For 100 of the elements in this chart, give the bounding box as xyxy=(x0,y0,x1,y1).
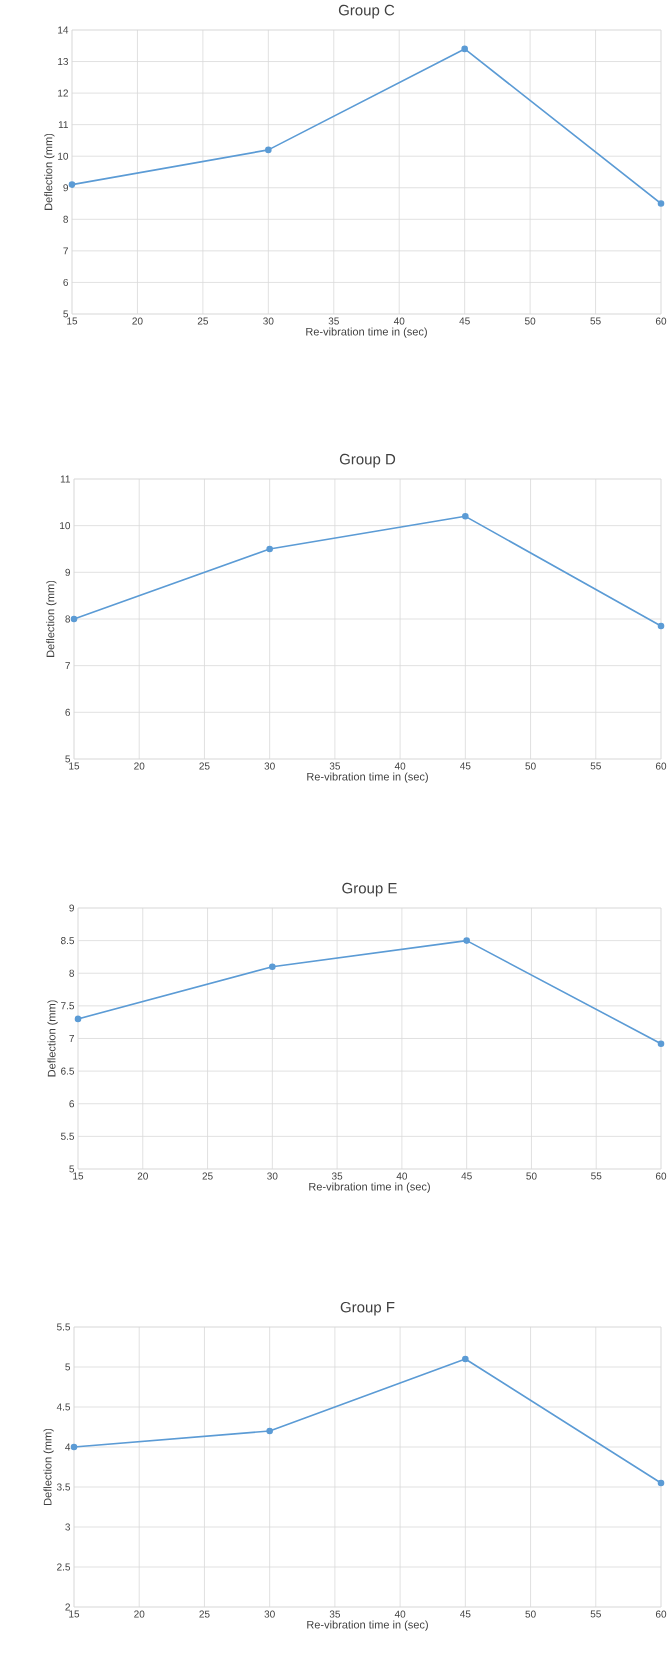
y-tick-label: 6.5 xyxy=(61,1067,75,1075)
x-tick-label: 35 xyxy=(331,1172,343,1180)
y-tick-label: 7.5 xyxy=(61,1002,75,1010)
x-tick-label: 50 xyxy=(524,317,536,325)
point xyxy=(266,1427,273,1435)
chart-title: Group D xyxy=(339,453,396,468)
chart-title: Group E xyxy=(342,882,397,897)
point xyxy=(266,545,273,553)
x-tick-label: 45 xyxy=(461,1172,472,1180)
x-axis-title: Re-vibration time in (sec) xyxy=(307,1620,428,1631)
y-tick-label: 4 xyxy=(65,1443,71,1451)
y-tick-label: 5 xyxy=(69,1165,75,1173)
y-tick-label: 5.5 xyxy=(60,1132,75,1140)
y-tick-label: 4.5 xyxy=(56,1403,71,1411)
x-tick-label: 60 xyxy=(655,317,667,325)
x-tick-label: 60 xyxy=(655,1172,667,1180)
point xyxy=(265,146,272,154)
y-axis-title: Deflection (mm) xyxy=(43,1428,54,1505)
x-tick-label: 55 xyxy=(590,762,601,770)
y-tick-label: 6 xyxy=(69,1100,75,1108)
y-tick-label: 2 xyxy=(65,1603,70,1611)
x-tick-label: 15 xyxy=(73,1172,84,1180)
x-tick-label: 20 xyxy=(134,762,145,770)
y-tick-label: 14 xyxy=(58,26,69,34)
point xyxy=(461,45,468,53)
x-tick-label: 15 xyxy=(69,1610,80,1618)
x-tick-label: 40 xyxy=(394,762,406,770)
y-tick-label: 12 xyxy=(58,89,68,97)
point xyxy=(463,937,470,944)
point xyxy=(462,513,469,520)
y-tick-label: 2.5 xyxy=(57,1563,71,1571)
x-tick-label: 20 xyxy=(134,1610,145,1618)
y-tick-label: 11 xyxy=(58,121,68,129)
x-tick-label: 20 xyxy=(137,1172,148,1180)
x-axis-title: Re-vibration time in (sec) xyxy=(309,1182,430,1193)
chart-title: Group F xyxy=(340,1301,395,1316)
y-tick-label: 5 xyxy=(65,1363,71,1371)
x-tick-label: 15 xyxy=(69,762,80,770)
x-tick-label: 50 xyxy=(525,1610,536,1618)
y-axis-title: Deflection (mm) xyxy=(44,133,55,210)
x-tick-label: 35 xyxy=(328,317,339,325)
point xyxy=(70,615,78,623)
x-tick-label: 25 xyxy=(202,1172,213,1180)
x-tick-label: 35 xyxy=(329,1610,341,1618)
x-tick-label: 25 xyxy=(199,1610,210,1618)
x-tick-label: 45 xyxy=(460,762,471,770)
y-axis-title: Deflection (mm) xyxy=(46,580,57,657)
y-tick-label: 8 xyxy=(65,615,71,623)
x-tick-label: 55 xyxy=(591,1172,602,1180)
x-tick-label: 60 xyxy=(655,762,667,770)
chart-title: Group C xyxy=(338,4,395,19)
point xyxy=(68,181,76,188)
x-tick-label: 50 xyxy=(526,1172,537,1180)
point xyxy=(657,1040,665,1048)
x-tick-label: 30 xyxy=(263,317,274,325)
x-tick-label: 45 xyxy=(459,317,470,325)
y-tick-label: 3.5 xyxy=(56,1483,71,1491)
point xyxy=(462,1355,469,1363)
x-tick-label: 40 xyxy=(394,1610,406,1618)
x-tick-label: 30 xyxy=(264,762,275,770)
x-tick-label: 15 xyxy=(67,317,78,325)
y-tick-label: 13 xyxy=(58,58,69,66)
x-tick-label: 60 xyxy=(655,1610,667,1618)
y-tick-label: 8 xyxy=(63,215,69,223)
y-tick-label: 5 xyxy=(65,755,71,763)
point xyxy=(657,200,665,207)
y-tick-label: 7 xyxy=(69,1035,74,1042)
x-tick-label: 20 xyxy=(132,317,143,325)
point xyxy=(657,622,665,630)
point xyxy=(269,963,276,971)
x-axis-title: Re-vibration time in (sec) xyxy=(306,327,427,338)
x-tick-label: 50 xyxy=(525,762,536,770)
y-tick-label: 9 xyxy=(69,904,74,912)
x-tick-label: 55 xyxy=(590,317,601,325)
point xyxy=(74,1015,82,1023)
y-tick-label: 5.5 xyxy=(56,1323,71,1331)
y-tick-label: 11 xyxy=(60,475,70,483)
y-tick-label: 8 xyxy=(69,969,75,977)
x-tick-label: 35 xyxy=(329,762,341,770)
x-tick-label: 40 xyxy=(393,317,405,325)
y-tick-label: 9 xyxy=(65,568,70,576)
x-tick-label: 55 xyxy=(590,1610,601,1618)
x-tick-label: 25 xyxy=(197,317,209,325)
y-tick-label: 9 xyxy=(63,184,68,192)
y-tick-label: 7 xyxy=(65,662,70,670)
x-axis-title: Re-vibration time in (sec) xyxy=(307,772,428,783)
y-tick-label: 6 xyxy=(65,708,71,716)
point xyxy=(657,1479,665,1487)
y-tick-label: 3 xyxy=(65,1523,71,1531)
x-tick-label: 45 xyxy=(460,1610,471,1618)
y-tick-label: 8.5 xyxy=(61,937,75,945)
x-tick-label: 30 xyxy=(264,1610,275,1618)
y-tick-label: 10 xyxy=(60,522,71,530)
y-tick-label: 6 xyxy=(63,278,69,286)
y-tick-label: 5 xyxy=(63,310,69,318)
point xyxy=(70,1443,78,1451)
x-tick-label: 30 xyxy=(267,1172,278,1180)
x-tick-label: 25 xyxy=(199,762,210,770)
y-tick-label: 7 xyxy=(63,247,68,255)
y-tick-label: 10 xyxy=(58,152,69,160)
